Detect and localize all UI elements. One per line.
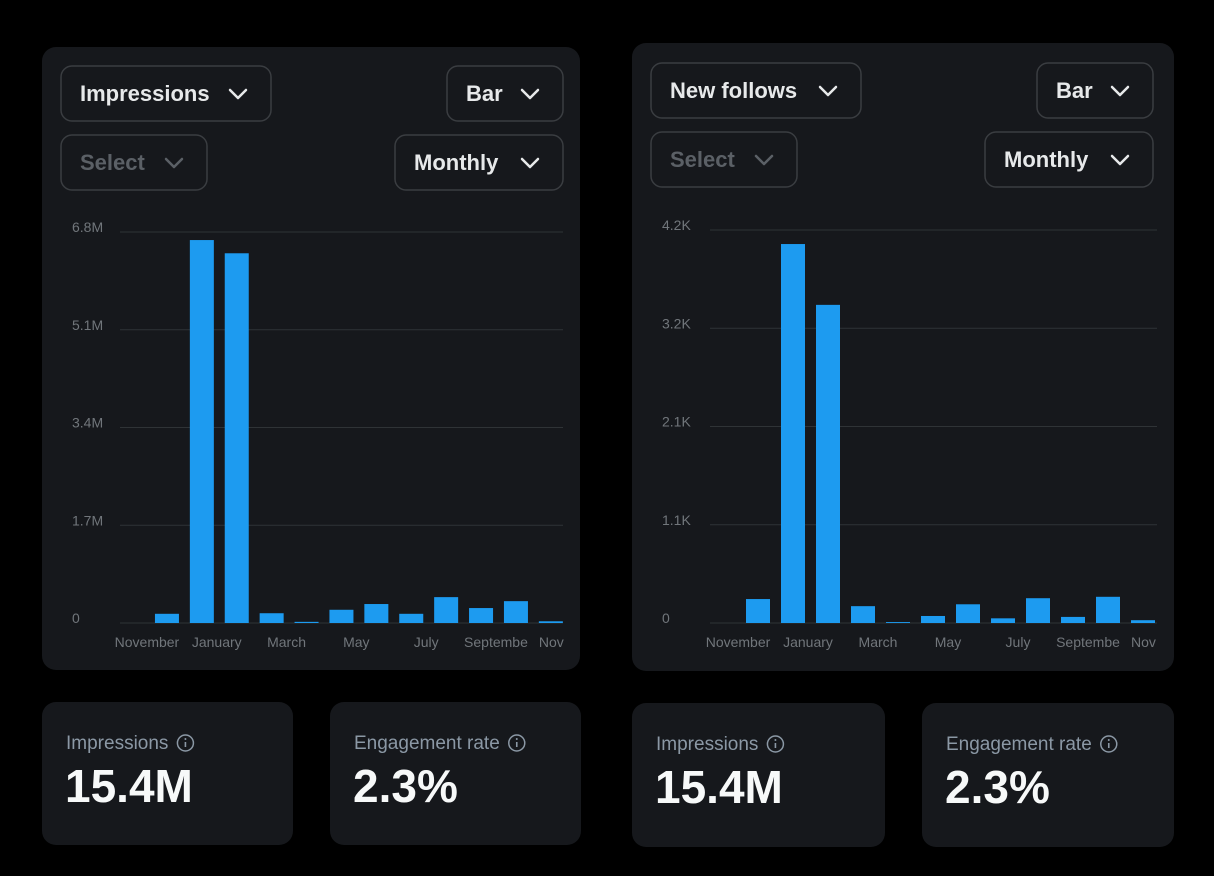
info-icon-dot — [184, 738, 187, 740]
dropdown[interactable] — [446, 65, 564, 122]
stat-value: 2.3% — [353, 760, 458, 812]
dropdown-label: New follows — [670, 78, 797, 103]
y-tick-label: 3.4M — [72, 415, 103, 431]
dropdown[interactable] — [1036, 62, 1154, 119]
bar — [1061, 616, 1085, 623]
info-icon[interactable] — [508, 734, 526, 752]
stat-label: Impressions — [656, 734, 758, 755]
y-tick-label: 3.2K — [662, 315, 691, 331]
dropdown-label: Bar — [466, 81, 503, 106]
stat-value: 15.4M — [655, 761, 783, 813]
bar — [921, 615, 945, 623]
x-tick-label: January — [192, 634, 242, 650]
bar — [329, 609, 354, 623]
bar — [816, 304, 840, 623]
bar — [886, 622, 910, 623]
stat-label: Engagement rate — [354, 733, 500, 754]
x-tick-label: November — [115, 634, 180, 650]
bar — [538, 621, 563, 623]
chevron-icon — [228, 88, 248, 100]
bar — [1026, 598, 1050, 623]
y-tick-label: 1.7M — [72, 512, 103, 528]
bar — [746, 599, 770, 623]
stat-card — [330, 702, 581, 845]
y-tick-label: 1.1K — [662, 512, 691, 528]
stat-label: Impressions — [66, 733, 168, 754]
dropdown-label: Monthly — [414, 150, 499, 175]
bar — [1131, 620, 1155, 623]
dropdown[interactable] — [650, 62, 862, 119]
bar — [294, 621, 319, 623]
x-tick-label: Nov — [1131, 634, 1156, 650]
x-tick-label: July — [414, 634, 439, 650]
y-tick-label: 4.2K — [662, 217, 691, 233]
y-tick-label: 5.1M — [72, 317, 103, 333]
chevron-icon — [818, 85, 838, 97]
x-tick-label: March — [267, 634, 306, 650]
bar — [991, 618, 1015, 623]
chevron-icon — [520, 88, 540, 100]
stat-value: 15.4M — [65, 760, 193, 812]
bar — [364, 604, 389, 623]
bar — [469, 608, 494, 623]
bar — [399, 613, 424, 623]
chevron-icon — [1110, 85, 1130, 97]
dropdown-label: Select — [80, 150, 145, 175]
chart-panel — [632, 43, 1174, 671]
y-tick-label: 0 — [662, 610, 670, 626]
stat-card — [42, 702, 293, 845]
bar — [224, 253, 249, 623]
info-icon-dot — [1107, 739, 1110, 741]
dropdown-label: Select — [670, 147, 735, 172]
dropdown[interactable] — [60, 65, 272, 122]
bar — [1096, 596, 1120, 623]
dropdown[interactable] — [60, 134, 208, 191]
info-icon-dot — [774, 739, 777, 741]
chevron-icon — [1110, 154, 1130, 166]
stat-label: Engagement rate — [946, 734, 1092, 755]
dropdown[interactable] — [394, 134, 564, 191]
bar — [154, 613, 179, 623]
dropdown-label: Bar — [1056, 78, 1093, 103]
x-tick-label: May — [935, 634, 961, 650]
chevron-icon — [754, 154, 774, 166]
bar — [851, 606, 875, 623]
bar — [434, 597, 459, 623]
dropdown[interactable] — [984, 131, 1154, 188]
y-tick-label: 0 — [72, 610, 80, 626]
info-icon-dot — [515, 738, 518, 740]
info-icon[interactable] — [1100, 735, 1118, 753]
bar — [956, 604, 980, 623]
dropdown-label: Impressions — [80, 81, 210, 106]
bar — [781, 244, 805, 624]
bar — [503, 601, 528, 623]
x-tick-label: January — [783, 634, 833, 650]
stat-card — [632, 703, 885, 847]
bar — [259, 613, 284, 623]
x-tick-label: November — [706, 634, 771, 650]
stat-card — [922, 703, 1174, 847]
stat-value: 2.3% — [945, 761, 1050, 813]
x-tick-label: May — [343, 634, 369, 650]
x-tick-label: Septembe — [464, 634, 528, 650]
info-icon[interactable] — [176, 734, 195, 752]
bar — [189, 240, 214, 624]
info-icon[interactable] — [766, 735, 785, 753]
dropdown[interactable] — [650, 131, 798, 188]
y-tick-label: 2.1K — [662, 414, 691, 430]
y-tick-label: 6.8M — [72, 219, 103, 235]
x-tick-label: Nov — [539, 634, 564, 650]
x-tick-label: Septembe — [1056, 634, 1120, 650]
x-tick-label: March — [859, 634, 898, 650]
chevron-icon — [520, 157, 540, 169]
chart-panel — [42, 47, 580, 670]
x-tick-label: July — [1006, 634, 1031, 650]
dropdown-label: Monthly — [1004, 147, 1089, 172]
chevron-icon — [164, 157, 184, 169]
